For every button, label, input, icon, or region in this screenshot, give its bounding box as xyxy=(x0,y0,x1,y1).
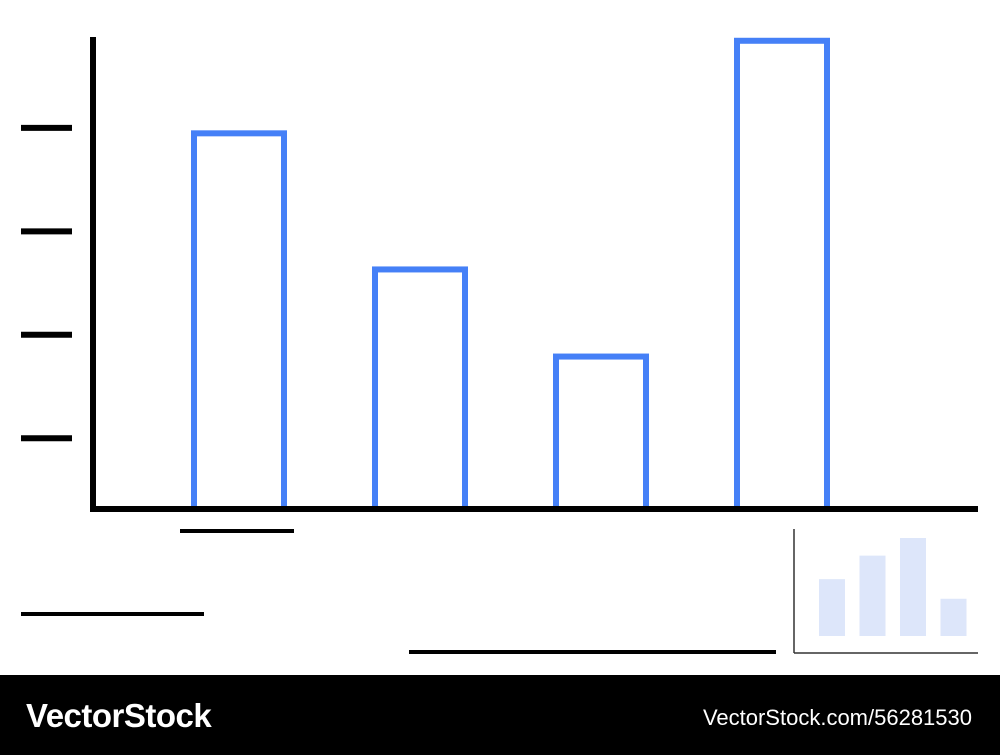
footer-banner: VectorStock VectorStock.com/56281530 xyxy=(0,675,1000,755)
bar xyxy=(191,130,287,512)
inset-bar xyxy=(819,579,845,636)
inset-bar xyxy=(900,538,926,636)
image-id-text: VectorStock.com/56281530 xyxy=(702,705,972,730)
inset-bar xyxy=(940,598,967,636)
inset-bar xyxy=(859,555,886,636)
main-bar-chart xyxy=(21,37,978,513)
bar xyxy=(372,266,468,513)
brand-logo: VectorStock xyxy=(26,697,212,734)
chart-area xyxy=(21,37,978,654)
text-placeholder-lines xyxy=(21,529,776,654)
bar xyxy=(553,353,649,512)
inset-bar-chart xyxy=(793,529,978,654)
bar xyxy=(734,37,830,513)
